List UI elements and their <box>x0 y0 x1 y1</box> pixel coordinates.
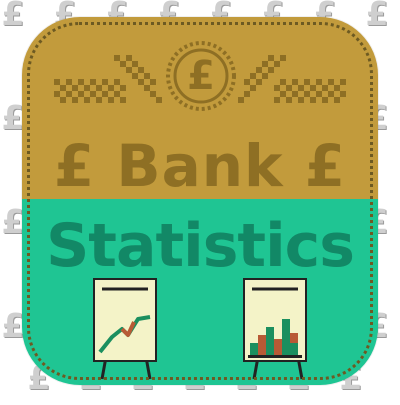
decorations <box>54 41 346 380</box>
green-bottom-band <box>22 199 378 385</box>
left-checkered-banner <box>54 55 162 103</box>
title-bank: £ Bank £ <box>53 132 347 200</box>
line-chart-board-icon <box>93 278 157 380</box>
title-statistics: Statistics <box>46 211 355 281</box>
right-checkered-banner <box>238 55 346 103</box>
gold-top-band <box>22 17 378 199</box>
bar-chart-board-icon <box>243 278 307 380</box>
pound-coin-icon <box>166 41 236 111</box>
coin-pound-symbol: £ <box>187 53 215 99</box>
app-icon[interactable]: £ £ Bank £ Statistics <box>22 17 378 385</box>
